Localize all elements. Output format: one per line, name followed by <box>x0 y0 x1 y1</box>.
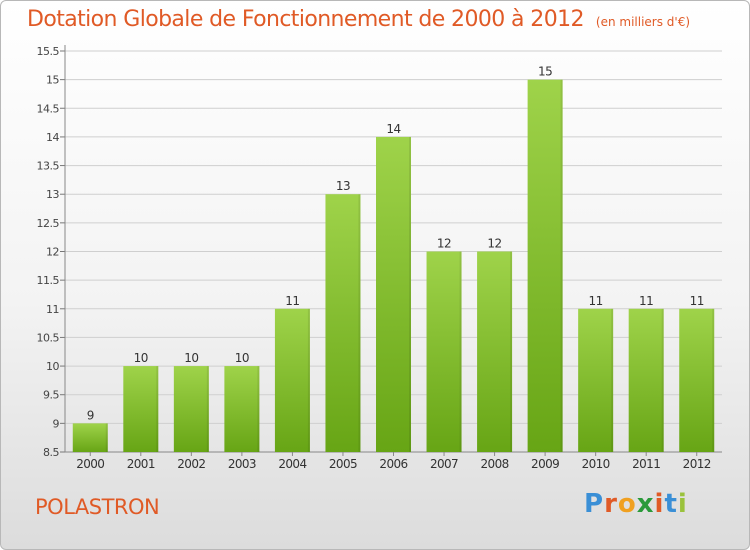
bar-edge <box>156 366 159 452</box>
unit-note: (en milliers d'€) <box>595 15 691 29</box>
x-tick-label: 2007 <box>430 457 458 471</box>
x-tick-label: 2012 <box>683 457 711 471</box>
bar-edge <box>661 308 664 452</box>
bar <box>72 423 108 452</box>
data-label: 10 <box>184 351 198 365</box>
y-tick-label: 13 <box>46 188 59 201</box>
x-tick-label: 2002 <box>177 457 205 471</box>
bar-edge <box>206 366 209 452</box>
brand-letter: r <box>604 489 618 519</box>
data-label: 11 <box>285 294 299 308</box>
chart-title-block: Dotation Globale de Fonctionnement de 20… <box>27 7 690 32</box>
data-label: 14 <box>386 122 400 136</box>
bar <box>426 251 462 452</box>
data-label: 10 <box>134 351 148 365</box>
bars <box>72 79 715 453</box>
bar-edge <box>257 366 260 452</box>
y-tick-label: 10 <box>46 360 59 373</box>
y-tick-label: 8.5 <box>43 446 59 459</box>
y-tick-label: 14.5 <box>37 102 60 115</box>
brand-letter: o <box>617 489 637 519</box>
x-tick-label: 2004 <box>278 457 306 471</box>
axes: 8.5 9 9.5 10 10.5 11 11.5 12 12.5 13 13.5 14 14.5 15 1… <box>37 45 722 471</box>
x-tick-label: 2010 <box>582 457 610 471</box>
brand-letter: x <box>636 489 655 519</box>
bar-edge <box>307 308 310 452</box>
x-tick-label: 2005 <box>329 457 357 471</box>
data-label: 12 <box>487 237 501 251</box>
y-tick-label: 12.5 <box>37 217 60 230</box>
bar <box>527 79 563 453</box>
bar-edge <box>459 251 462 452</box>
bar <box>224 366 260 452</box>
bar-edge <box>358 194 361 452</box>
data-label: 10 <box>235 351 249 365</box>
x-tick-label: 2003 <box>228 457 256 471</box>
data-label: 15 <box>538 65 552 79</box>
x-tick-label: 2006 <box>379 457 407 471</box>
data-labels: 9 10 10 10 11 13 14 12 12 15 11 11 11 <box>87 65 705 423</box>
chart-title: Dotation Globale de Fonctionnement de 20… <box>27 7 585 32</box>
y-tick-label: 9.5 <box>43 389 59 402</box>
brand-letter: P <box>584 489 605 519</box>
y-tick-label: 13.5 <box>37 160 60 173</box>
bar-edge <box>105 423 108 452</box>
y-tick-label: 14 <box>46 131 59 144</box>
brand-letter: i <box>677 489 688 519</box>
bar-edge <box>611 308 614 452</box>
bar <box>325 194 361 452</box>
y-tick-label: 10.5 <box>37 331 60 344</box>
bar-edge <box>409 136 411 452</box>
data-label: 9 <box>87 408 94 422</box>
bar <box>578 308 614 452</box>
data-label: 12 <box>437 237 451 251</box>
bar <box>173 366 209 452</box>
x-tick-label: 2000 <box>76 457 104 471</box>
bar <box>376 136 411 452</box>
y-tick-label: 15.5 <box>37 45 60 58</box>
x-tick-label: 2011 <box>632 457 660 471</box>
bar-edge <box>510 251 513 452</box>
y-tick-label: 12 <box>46 246 59 259</box>
x-tick-label: 2001 <box>127 457 155 471</box>
bar-edge <box>712 308 715 452</box>
y-tick-label: 15 <box>46 74 59 87</box>
bar <box>274 308 310 452</box>
brand-logo: Proxiti <box>584 489 688 519</box>
y-tick-label: 11 <box>46 303 59 316</box>
data-label: 11 <box>639 294 653 308</box>
y-tick-label: 9 <box>53 417 60 430</box>
x-tick-label: 2008 <box>481 457 509 471</box>
brand-letter: i <box>654 489 665 519</box>
brand-letter: t <box>664 489 678 519</box>
y-tick-label: 11.5 <box>37 274 60 287</box>
bar <box>477 251 513 452</box>
location-name: POLASTRON <box>35 495 160 519</box>
bar <box>123 366 159 452</box>
bar-edge <box>560 79 563 453</box>
x-tick-label: 2009 <box>531 457 559 471</box>
bar <box>628 308 664 452</box>
data-label: 13 <box>336 179 350 193</box>
data-label: 11 <box>690 294 704 308</box>
bar <box>679 308 715 452</box>
data-label: 11 <box>589 294 603 308</box>
